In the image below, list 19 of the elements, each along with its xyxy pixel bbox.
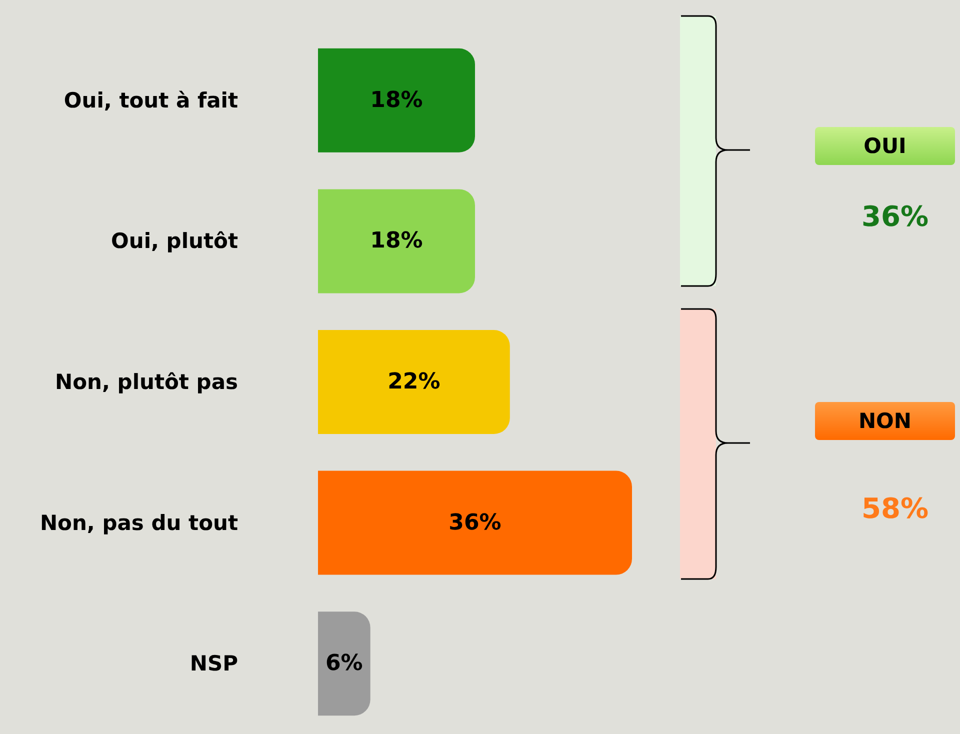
text: 58%	[860, 492, 930, 525]
data-label: 36%	[448, 510, 502, 536]
data-label: 22%	[388, 370, 440, 394]
y-tick-label: NSP	[190, 652, 238, 676]
data-label: 18%	[370, 88, 423, 113]
y-tick-label: Non, pas du tout	[40, 510, 238, 535]
data-label: 18%	[370, 228, 423, 254]
y-tick-label: Oui, tout à fait	[64, 88, 238, 112]
bar	[318, 189, 475, 294]
bar	[318, 470, 632, 575]
text: NON	[815, 402, 955, 440]
text: 36%	[860, 200, 930, 233]
text: OUI	[815, 127, 955, 165]
y-tick-label: Oui, plutôt	[111, 229, 238, 254]
bar	[318, 612, 370, 716]
bar	[318, 48, 475, 152]
bar	[318, 330, 510, 434]
data-label: 6%	[325, 651, 363, 676]
y-tick-label: Non, plutôt pas	[55, 370, 238, 394]
